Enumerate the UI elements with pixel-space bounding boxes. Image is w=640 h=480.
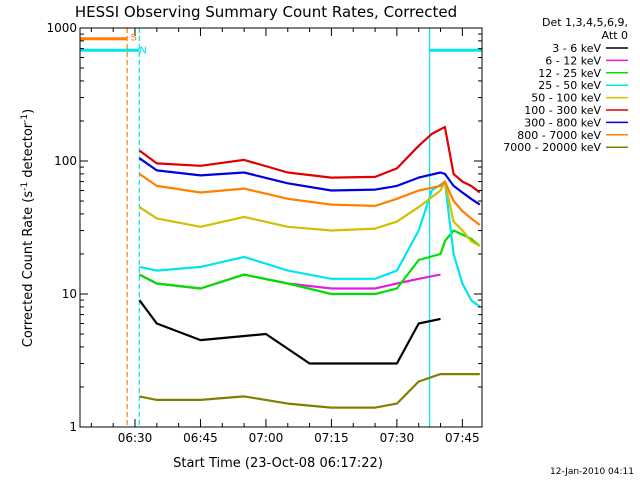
annotation-label-1: N <box>139 45 146 56</box>
annotation-label-0: S <box>131 32 137 43</box>
x-axis: 06:30 06:45 07:00 07:15 07:30 07:45 <box>90 28 480 445</box>
series-line-0 <box>138 299 441 365</box>
x-tick-label-5: 07:45 <box>445 431 480 445</box>
plot-area: 06:30 06:45 07:00 07:15 07:30 07:45 1 10 100 100… <box>46 21 483 445</box>
chart-title: HESSI Observing Summary Count Rates, Cor… <box>75 3 457 21</box>
x-axis-label: Start Time (23-Oct-08 06:17:22) <box>173 456 383 471</box>
plot-frame <box>79 27 483 428</box>
series-line-4 <box>138 180 481 247</box>
legend-label-3: 25 - 50 keV <box>538 79 601 92</box>
series-line-8 <box>139 373 480 409</box>
legend-label-5: 100 - 300 keV <box>524 104 601 117</box>
legend-label-0: 3 - 6 keV <box>552 42 601 55</box>
series-line-3 <box>139 180 481 308</box>
legend-header-line-2: Att 0 <box>602 29 628 42</box>
legend-label-2: 12 - 25 keV <box>538 67 601 80</box>
legend-label-7: 800 - 7000 keV <box>517 129 601 142</box>
x-tick-label-3: 07:15 <box>314 431 349 445</box>
x-tick-label-1: 06:45 <box>183 431 218 445</box>
y-axis-label: Corrected Count Rate (s-1 detector-1) <box>20 109 36 347</box>
x-tick-label-2: 07:00 <box>249 431 284 445</box>
series-line-7 <box>138 172 481 226</box>
x-tick-label-4: 07:30 <box>380 431 415 445</box>
footer-date: 12-Jan-2010 04:11 <box>550 467 634 477</box>
legend-label-8: 7000 - 20000 keV <box>503 141 601 154</box>
y-tick-label-0: 1 <box>69 420 77 434</box>
instrument-markers <box>126 28 431 427</box>
series-line-6 <box>138 157 481 206</box>
series-line-5 <box>138 125 481 194</box>
x-tick-label-0: 06:30 <box>118 431 153 445</box>
legend-label-6: 300 - 800 keV <box>524 116 601 129</box>
legend-label-1: 6 - 12 keV <box>545 54 601 67</box>
y-tick-label-2: 100 <box>54 154 77 168</box>
series-lines <box>138 125 481 409</box>
state-flags <box>80 37 482 52</box>
annotations: SN <box>131 32 147 56</box>
series-line-2 <box>138 229 481 296</box>
legend-label-4: 50 - 100 keV <box>531 92 601 105</box>
y-tick-label-1: 10 <box>62 287 77 301</box>
y-axis: 1 10 100 1000 <box>46 21 482 434</box>
legend-header-line-1: Det 1,3,4,5,6,9, <box>542 16 628 29</box>
y-tick-label-3: 1000 <box>46 21 77 35</box>
